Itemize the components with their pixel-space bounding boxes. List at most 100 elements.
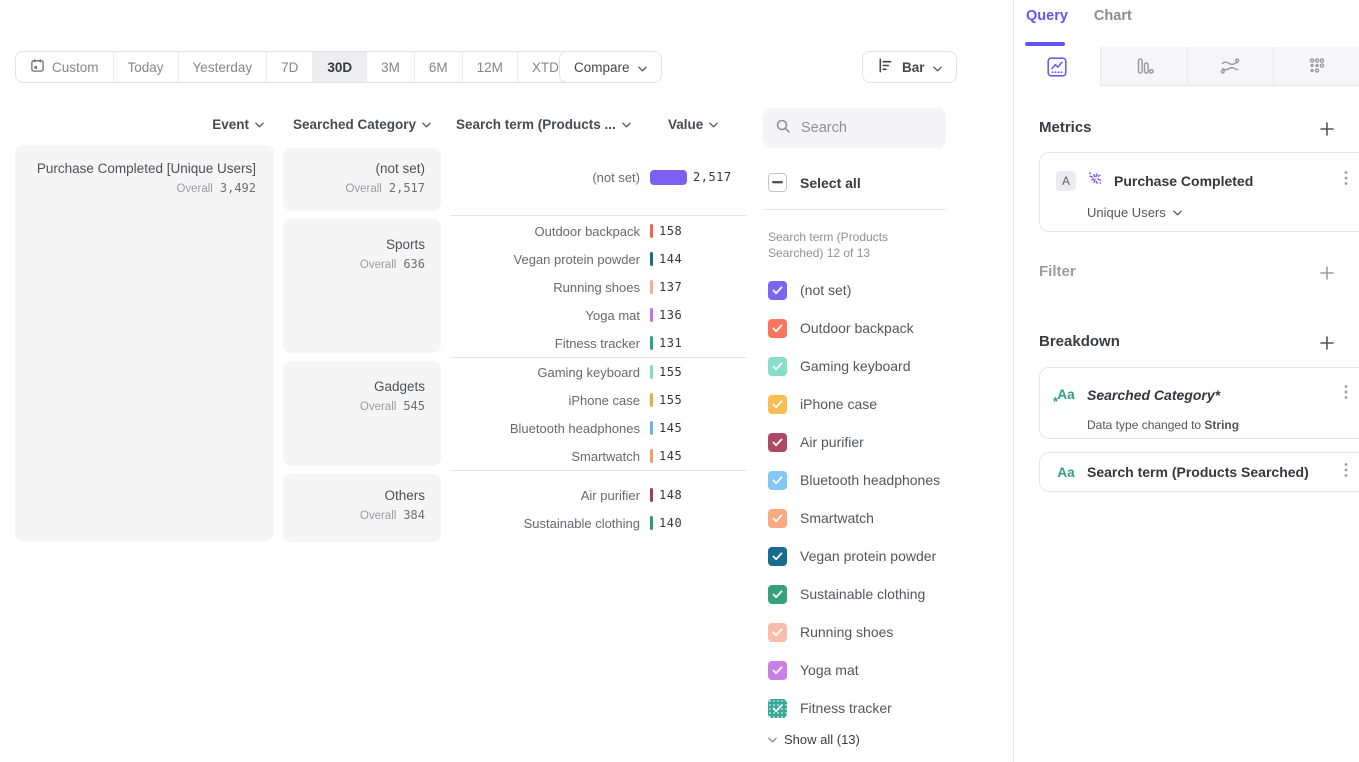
chevron-down-icon (622, 122, 631, 128)
legend-caption-line1: Search term (Products (768, 230, 888, 244)
term-row[interactable]: Smartwatch 145 (450, 442, 750, 470)
term-value: 136 (659, 308, 682, 322)
check-icon (772, 666, 783, 675)
legend-item-label: Outdoor backpack (800, 320, 914, 336)
query-panel: Query Chart Metrics A (1013, 0, 1359, 762)
category-card-sports[interactable]: Sports Overall636 (283, 219, 441, 353)
term-row[interactable]: Air purifier 148 (450, 481, 750, 509)
checkbox-checked[interactable] (768, 471, 787, 490)
date-6m-button[interactable]: 6M (415, 52, 463, 82)
date-custom-button[interactable]: Custom (16, 52, 114, 82)
add-breakdown-button[interactable] (1315, 331, 1339, 355)
checkbox-checked[interactable] (768, 319, 787, 338)
checkbox-checked[interactable] (768, 395, 787, 414)
column-header-category[interactable]: Searched Category (283, 117, 441, 132)
date-7d-button[interactable]: 7D (267, 52, 313, 82)
chart-type-button[interactable]: Bar (862, 51, 957, 83)
column-header-term[interactable]: Search term (Products ... (456, 117, 631, 132)
legend-item[interactable]: Air purifier (768, 432, 864, 452)
column-header-event[interactable]: Event (15, 117, 274, 132)
event-card[interactable]: Purchase Completed [Unique Users] Overal… (15, 145, 274, 541)
legend-item-label: Fitness tracker (800, 700, 892, 716)
date-yesterday-label: Yesterday (193, 60, 253, 75)
term-label: Gaming keyboard (450, 365, 640, 380)
check-icon (772, 438, 783, 447)
term-bar (650, 280, 653, 294)
search-icon (775, 118, 791, 139)
aggregation-label: Unique Users (1087, 205, 1166, 220)
select-all-checkbox[interactable] (768, 173, 787, 192)
term-row[interactable]: Yoga mat 136 (450, 301, 750, 329)
checkbox-checked[interactable] (768, 661, 787, 680)
legend-item[interactable]: iPhone case (768, 394, 877, 414)
checkbox-checked[interactable] (768, 585, 787, 604)
term-row[interactable]: Fitness tracker 131 (450, 329, 750, 357)
legend-item[interactable]: Bluetooth headphones (768, 470, 940, 490)
term-row[interactable]: Vegan protein powder 144 (450, 245, 750, 273)
date-3m-button[interactable]: 3M (367, 52, 415, 82)
date-yesterday-button[interactable]: Yesterday (179, 52, 268, 82)
checkbox-checked[interactable] (768, 699, 787, 718)
check-icon (772, 628, 783, 637)
add-filter-button[interactable] (1315, 261, 1339, 285)
checkbox-checked[interactable] (768, 433, 787, 452)
legend-item[interactable]: Running shoes (768, 622, 893, 642)
kebab-menu-icon[interactable] (1340, 168, 1352, 193)
term-row[interactable]: Gaming keyboard 155 (450, 358, 750, 386)
breakdown-card-search-term[interactable]: Aa Search term (Products Searched) (1039, 452, 1359, 492)
aggregation-selector[interactable]: Unique Users (1087, 205, 1182, 220)
term-row[interactable]: Bluetooth headphones 145 (450, 414, 750, 442)
search-input[interactable] (801, 120, 931, 136)
select-all-row[interactable]: Select all (768, 173, 861, 192)
tab-chart[interactable]: Chart (1094, 8, 1132, 24)
compare-label: Compare (574, 60, 630, 75)
date-12m-button[interactable]: 12M (463, 52, 518, 82)
checkbox-checked[interactable] (768, 281, 787, 300)
legend-item[interactable]: Smartwatch (768, 508, 874, 528)
term-row[interactable]: Outdoor backpack 158 (450, 217, 750, 245)
legend-item[interactable]: Fitness tracker (768, 698, 892, 718)
legend-item[interactable]: Outdoor backpack (768, 318, 914, 338)
legend-item[interactable]: Yoga mat (768, 660, 859, 680)
legend-item-label: Vegan protein powder (800, 548, 936, 564)
breakdown-card-searched-category[interactable]: Aa* Searched Category* Data type changed… (1039, 367, 1359, 439)
legend-item[interactable]: (not set) (768, 280, 851, 300)
overall-label: Overall (176, 183, 212, 195)
chart-type-funnels-tab[interactable] (1100, 47, 1187, 86)
category-name: Sports (299, 237, 425, 252)
category-card-gadgets[interactable]: Gadgets Overall545 (283, 361, 441, 466)
checkbox-checked[interactable] (768, 547, 787, 566)
add-metric-button[interactable] (1315, 117, 1339, 141)
column-header-value[interactable]: Value (668, 117, 718, 132)
category-card-not-set[interactable]: (not set) Overall2,517 (283, 148, 441, 211)
date-30d-button[interactable]: 30D (313, 52, 367, 82)
legend-item[interactable]: Sustainable clothing (768, 584, 925, 604)
term-row[interactable]: Running shoes 137 (450, 273, 750, 301)
legend-item[interactable]: Vegan protein powder (768, 546, 936, 566)
term-bar (650, 393, 653, 407)
legend-item-label: Air purifier (800, 434, 864, 450)
event-header-label: Event (212, 117, 249, 132)
term-row[interactable]: (not set) 2,517 (450, 163, 750, 191)
date-today-button[interactable]: Today (114, 52, 179, 82)
term-row[interactable]: Sustainable clothing 140 (450, 509, 750, 537)
category-card-others[interactable]: Others Overall384 (283, 474, 441, 542)
checkbox-checked[interactable] (768, 623, 787, 642)
chart-type-flows-tab[interactable] (1187, 47, 1274, 86)
legend-item[interactable]: Gaming keyboard (768, 356, 911, 376)
kebab-menu-icon[interactable] (1340, 382, 1352, 407)
compare-button[interactable]: Compare (559, 51, 662, 83)
plus-icon (1319, 335, 1335, 351)
term-row[interactable]: iPhone case 155 (450, 386, 750, 414)
group-separator (450, 470, 747, 471)
chart-type-retention-tab[interactable] (1273, 47, 1359, 86)
checkbox-checked[interactable] (768, 509, 787, 528)
kebab-menu-icon[interactable] (1340, 460, 1352, 485)
tab-query[interactable]: Query (1026, 8, 1068, 24)
show-all-link[interactable]: Show all (13) (768, 732, 860, 747)
term-value: 2,517 (693, 170, 732, 184)
checkbox-checked[interactable] (768, 357, 787, 376)
overall-label: Overall (360, 510, 396, 522)
metric-card[interactable]: A Purchase Completed Unique Users (1039, 152, 1359, 232)
chart-type-insights-tab[interactable] (1014, 47, 1100, 86)
